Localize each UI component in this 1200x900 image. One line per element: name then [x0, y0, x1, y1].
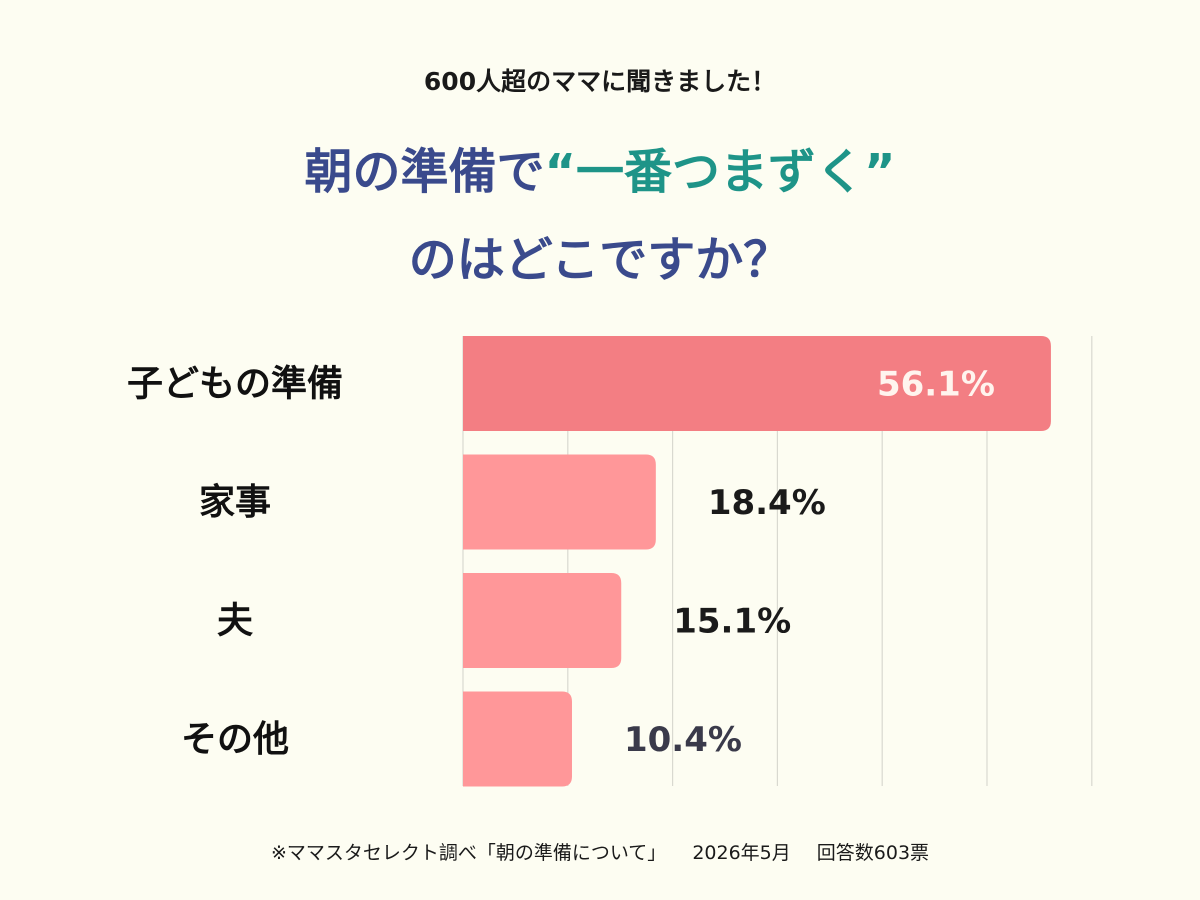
- footer-source: ※ママスタセレクト調べ「朝の準備について」 2026年5月 回答数603票: [0, 838, 1200, 865]
- bar-2: [463, 454, 656, 550]
- bar-4: [463, 691, 572, 787]
- title-line-2: のはどこですか？: [408, 232, 792, 288]
- value-label: 56.1%: [877, 365, 995, 405]
- response-count: 回答数603票: [816, 842, 930, 864]
- category-label: 子どもの準備: [127, 364, 343, 405]
- value-label: 18.4%: [708, 483, 826, 523]
- category-label: 家事: [199, 482, 271, 523]
- title-prefix: 朝の準備で: [304, 144, 545, 200]
- page-title: 朝の準備で“一番つまずく” のはどこですか？: [0, 128, 1200, 304]
- survey-date: 2026年5月: [692, 842, 791, 864]
- category-label: 夫: [217, 601, 254, 642]
- subtitle: 600人超のママに聞きました！: [423, 67, 777, 96]
- value-label: 10.4%: [624, 720, 742, 760]
- category-label: その他: [181, 719, 289, 760]
- bar-3: [463, 573, 622, 668]
- title-line-1: 朝の準備で“一番つまずく”: [0, 128, 1200, 216]
- bar-1: [463, 336, 1051, 431]
- source-text: ※ママスタセレクト調べ「朝の準備について」: [270, 842, 667, 864]
- title-accent: “一番つまずく”: [544, 144, 896, 200]
- value-label: 15.1%: [673, 602, 791, 642]
